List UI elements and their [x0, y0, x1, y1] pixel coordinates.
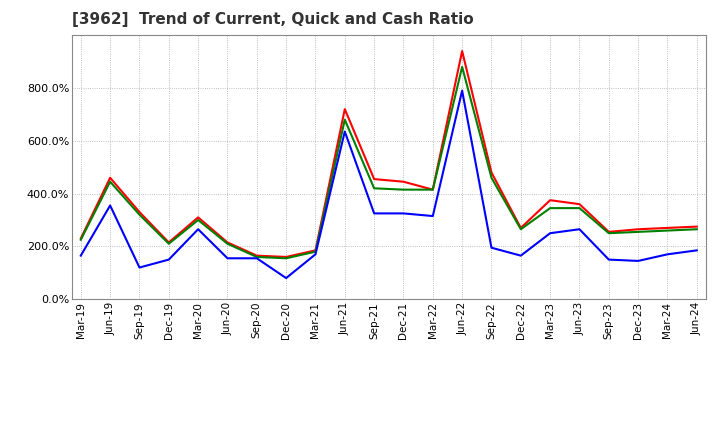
Current Ratio [194, 215, 202, 220]
Cash Ratio [516, 253, 525, 258]
Quick Ratio [487, 175, 496, 180]
Cash Ratio [135, 265, 144, 270]
Quick Ratio [516, 227, 525, 232]
Cash Ratio [546, 231, 554, 236]
Current Ratio [399, 179, 408, 184]
Cash Ratio [428, 213, 437, 219]
Current Ratio [516, 225, 525, 231]
Current Ratio [311, 248, 320, 253]
Cash Ratio [634, 258, 642, 264]
Current Ratio [428, 187, 437, 192]
Current Ratio [605, 229, 613, 235]
Quick Ratio [194, 217, 202, 223]
Current Ratio [487, 170, 496, 175]
Line: Cash Ratio: Cash Ratio [81, 91, 697, 278]
Cash Ratio [282, 275, 290, 281]
Quick Ratio [135, 212, 144, 217]
Current Ratio [76, 236, 85, 241]
Current Ratio [663, 225, 672, 231]
Current Ratio [693, 224, 701, 229]
Current Ratio [575, 202, 584, 207]
Quick Ratio [428, 187, 437, 192]
Current Ratio [282, 254, 290, 260]
Current Ratio [253, 253, 261, 258]
Quick Ratio [546, 205, 554, 211]
Quick Ratio [341, 117, 349, 122]
Current Ratio [458, 48, 467, 54]
Line: Current Ratio: Current Ratio [81, 51, 697, 257]
Cash Ratio [399, 211, 408, 216]
Quick Ratio [164, 241, 173, 246]
Current Ratio [164, 240, 173, 245]
Quick Ratio [605, 231, 613, 236]
Cash Ratio [341, 129, 349, 134]
Quick Ratio [253, 254, 261, 260]
Cash Ratio [223, 256, 232, 261]
Quick Ratio [575, 205, 584, 211]
Cash Ratio [693, 248, 701, 253]
Cash Ratio [106, 203, 114, 208]
Current Ratio [370, 176, 379, 182]
Quick Ratio [311, 249, 320, 254]
Current Ratio [223, 240, 232, 245]
Cash Ratio [370, 211, 379, 216]
Quick Ratio [399, 187, 408, 192]
Current Ratio [634, 227, 642, 232]
Cash Ratio [575, 227, 584, 232]
Current Ratio [341, 106, 349, 112]
Cash Ratio [458, 88, 467, 93]
Quick Ratio [106, 179, 114, 184]
Quick Ratio [663, 228, 672, 233]
Cash Ratio [605, 257, 613, 262]
Cash Ratio [253, 256, 261, 261]
Current Ratio [135, 209, 144, 215]
Quick Ratio [458, 64, 467, 70]
Quick Ratio [282, 256, 290, 261]
Cash Ratio [194, 227, 202, 232]
Current Ratio [546, 198, 554, 203]
Cash Ratio [311, 252, 320, 257]
Quick Ratio [370, 186, 379, 191]
Cash Ratio [487, 245, 496, 250]
Cash Ratio [164, 257, 173, 262]
Cash Ratio [76, 253, 85, 258]
Quick Ratio [223, 241, 232, 246]
Line: Quick Ratio: Quick Ratio [81, 67, 697, 258]
Cash Ratio [663, 252, 672, 257]
Quick Ratio [693, 227, 701, 232]
Quick Ratio [634, 229, 642, 235]
Text: [3962]  Trend of Current, Quick and Cash Ratio: [3962] Trend of Current, Quick and Cash … [72, 12, 474, 27]
Current Ratio [106, 175, 114, 180]
Quick Ratio [76, 237, 85, 242]
